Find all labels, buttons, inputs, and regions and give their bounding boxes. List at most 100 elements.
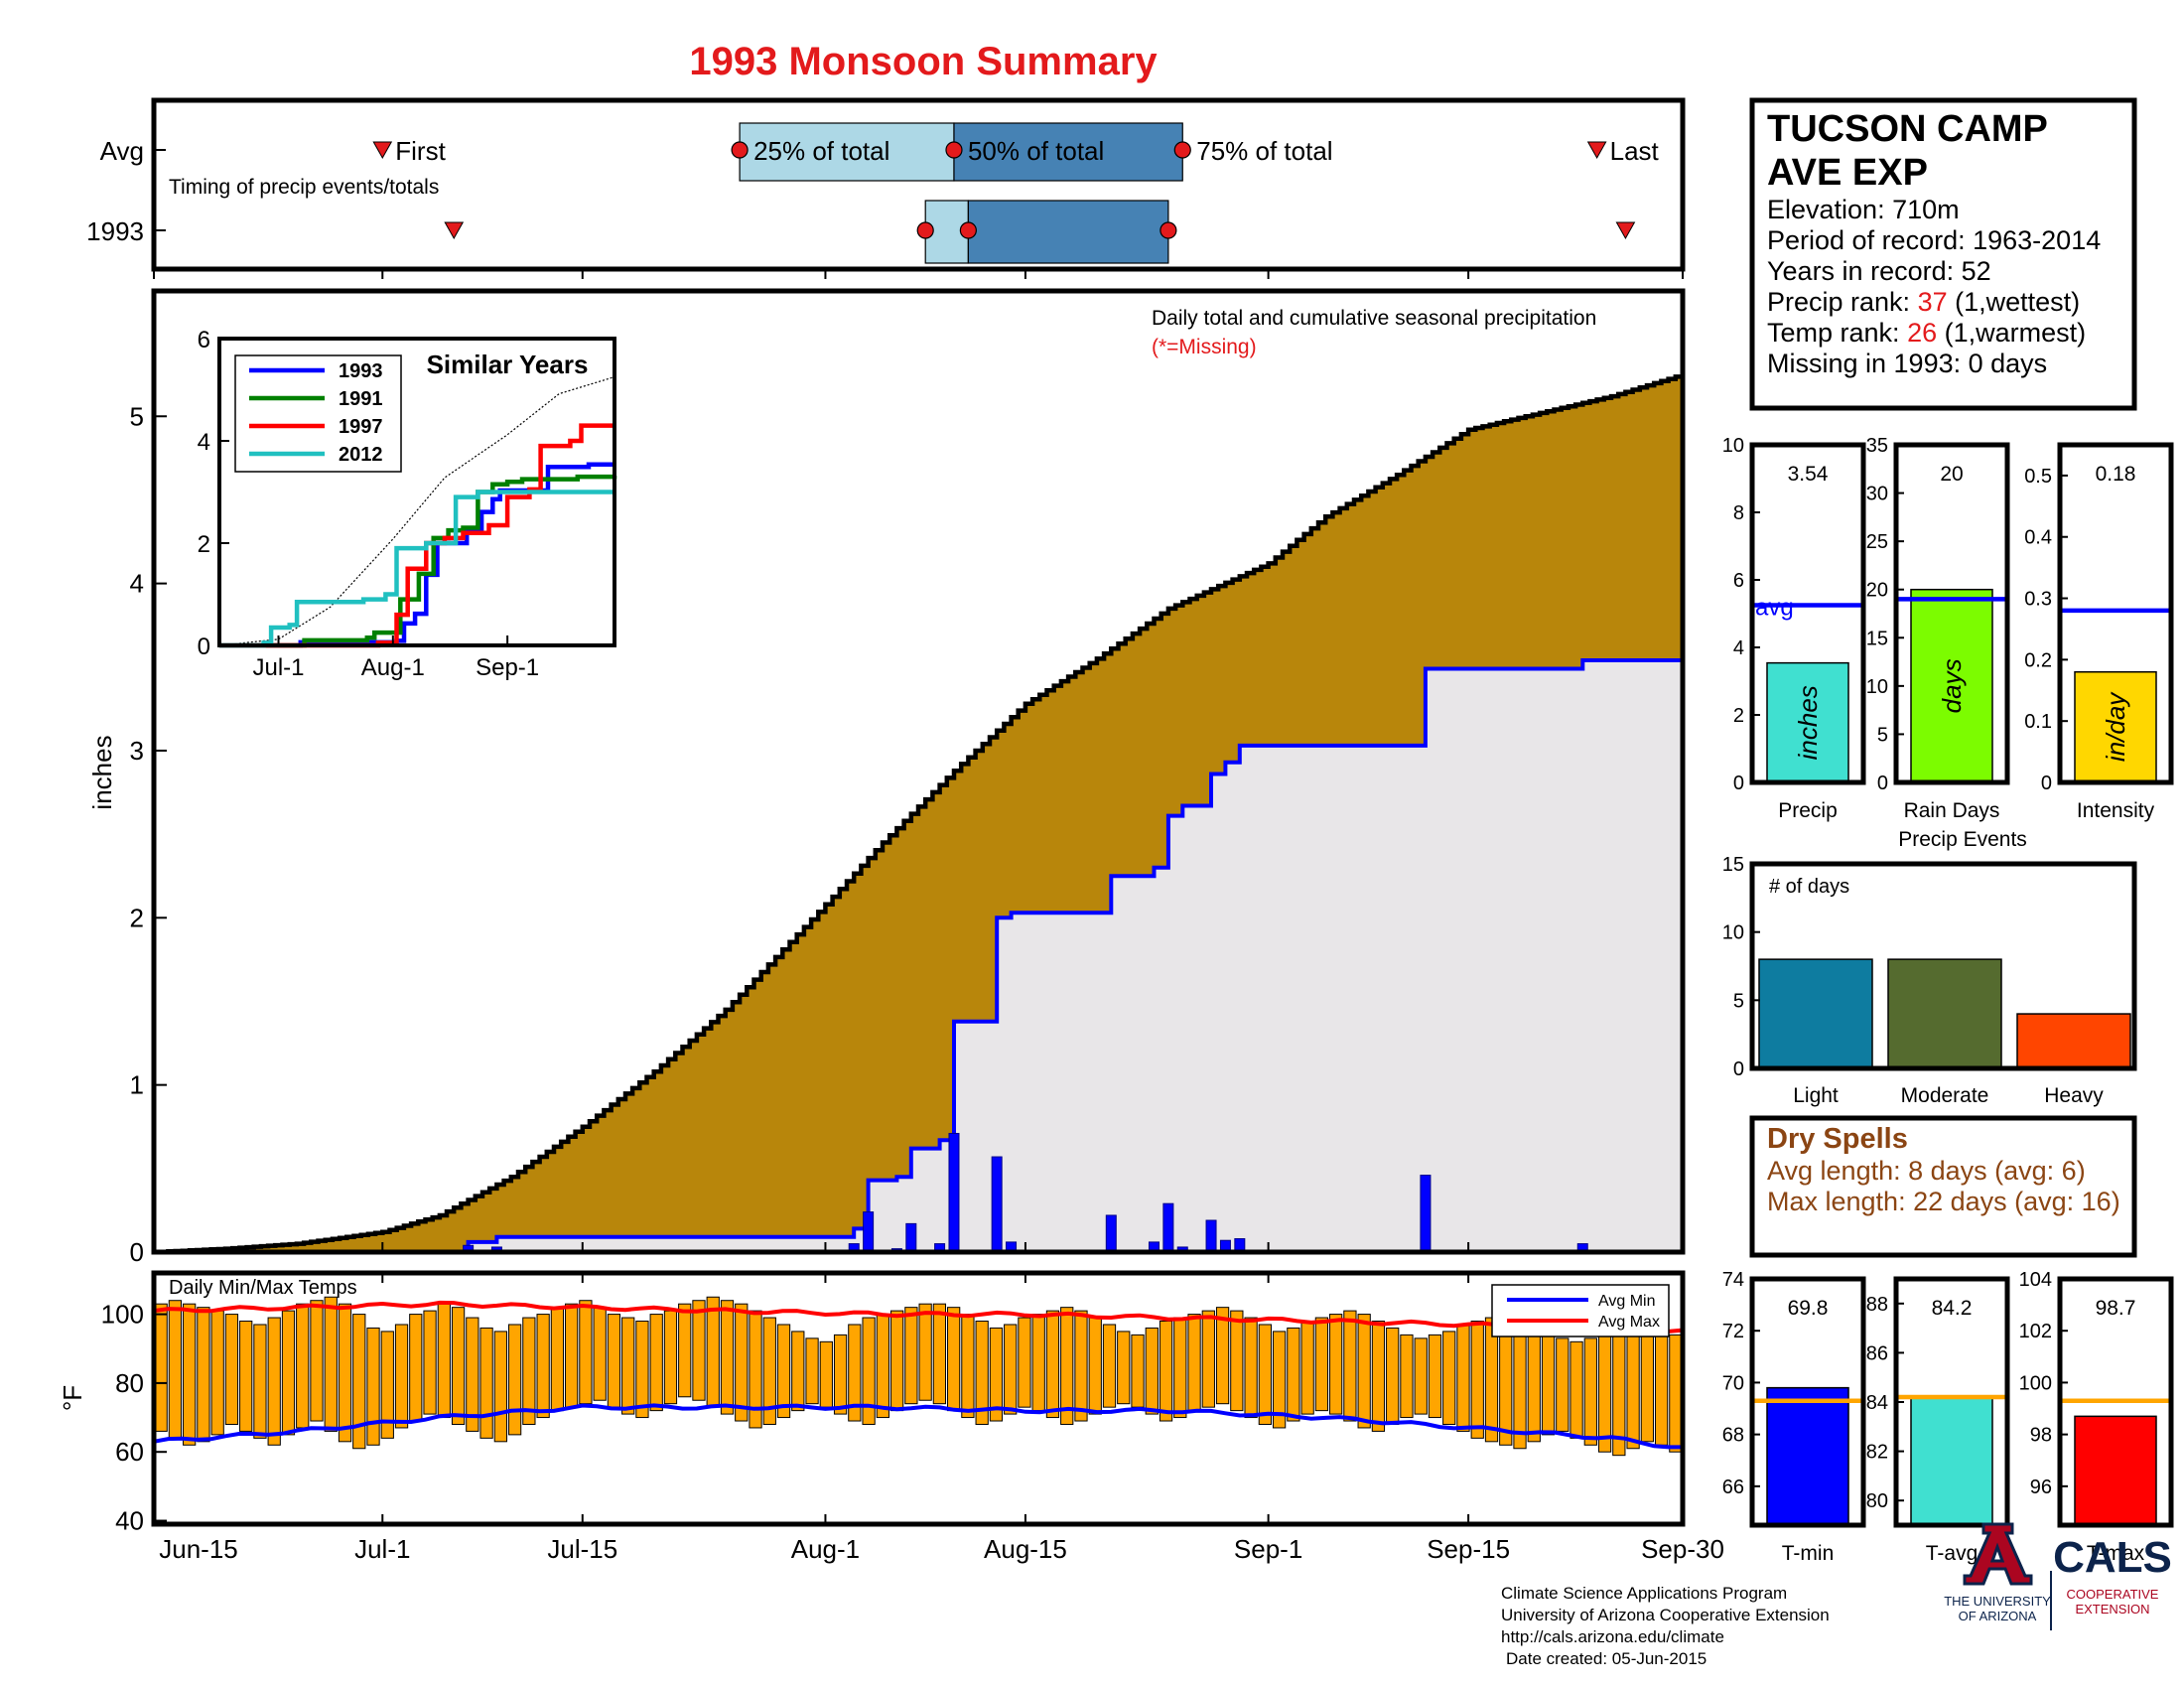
daily-temp-bar <box>423 1310 437 1415</box>
timing-marks: First 25% of total 50% of total 75% of tota… <box>154 122 1660 264</box>
daily-precip-bar <box>1105 1214 1117 1253</box>
season-1-y-tick-label: 20 <box>1866 580 1888 602</box>
daily-temp-bar <box>706 1296 720 1408</box>
season-0-y-tick-label: 2 <box>1733 705 1744 727</box>
season-1-y-tick-label: 5 <box>1877 724 1888 746</box>
ua-logo-text-2: OF ARIZONA <box>1959 1609 2037 1623</box>
season-1-y-tick-label: 15 <box>1866 628 1888 649</box>
daily-temp-bar <box>1371 1321 1386 1432</box>
tpanel-0-panel-frame <box>1749 1276 1866 1528</box>
timing-avg-p25-marker <box>731 141 749 159</box>
daily-temp-bar <box>1470 1321 1484 1439</box>
daily-precip-bar <box>863 1211 875 1253</box>
season-0-avg-label: avg <box>1755 595 1794 622</box>
tpanel-0-value-label: 69.8 <box>1788 1297 1829 1320</box>
daily-temp-bar <box>409 1314 423 1422</box>
precip-plot <box>154 374 1686 1255</box>
daily-temp-bar <box>692 1300 706 1401</box>
daily-precip-bar <box>905 1222 917 1253</box>
precip-y-tick-label: 5 <box>130 401 144 431</box>
precip-events-chart: Light Moderate Heavy # of days 0 5 10 15 <box>1722 854 2137 1107</box>
seasonal-temp-panels: 69.8 T-min 66 68 70 72 74 84.2 T-avg 80 82 84 86 88 98… <box>1722 1269 2174 1565</box>
daily-temp-bar <box>1570 1340 1583 1439</box>
precip-y-tick-label: 2 <box>130 903 144 932</box>
temp-plot <box>153 1296 1684 1457</box>
daily-temp-bar <box>876 1314 889 1419</box>
inset-y-tick-label: 4 <box>198 429 210 456</box>
season-2-unit-label: in/day <box>2101 691 2130 762</box>
season-0-y-tick-label: 10 <box>1722 435 1744 457</box>
daily-temp-bar <box>1173 1317 1187 1419</box>
footer-credits: Climate Science Applications Program Uni… <box>1501 1583 1938 1670</box>
daily-temp-bar <box>862 1317 876 1425</box>
daily-temp-bar <box>1456 1324 1470 1432</box>
timing-avg-last-marker <box>1586 141 1607 160</box>
temp-legend-box <box>1491 1284 1670 1337</box>
date-tick-label: Jul-15 <box>547 1534 617 1564</box>
dry-spells-avg: Avg length: 8 days (avg: 6) <box>1767 1156 2086 1186</box>
station-temp-rank: Temp rank: 26 (1,warmest) <box>1767 318 2087 348</box>
timing-p50-label: 50% of total <box>968 136 1104 166</box>
daily-temp-bar <box>819 1340 833 1408</box>
precip-missing-note: (*=Missing) <box>1152 336 1257 358</box>
daily-temp-bar <box>1074 1310 1088 1422</box>
footer-line-3: http://cals.arizona.edu/climate <box>1501 1627 1724 1646</box>
tpanel-0-value-bar <box>1766 1386 1849 1526</box>
year-cumulative-line <box>154 658 1683 1254</box>
daily-temp-bar <box>961 1314 975 1419</box>
precip-y-tick-label: 4 <box>130 569 144 599</box>
daily-precip-bar <box>1205 1219 1217 1253</box>
timing-1993-first-marker <box>444 221 465 240</box>
timing-1993-last-marker <box>1615 221 1636 240</box>
season-1-value-bar <box>1910 588 1993 783</box>
daily-temp-bar <box>1300 1321 1314 1415</box>
season-1-y-tick-label: 35 <box>1866 435 1888 457</box>
season-2-y-tick-label: 0.2 <box>2024 649 2052 671</box>
daily-temp-bar <box>479 1327 493 1439</box>
date-tick-label: Jul-1 <box>354 1534 410 1564</box>
daily-temp-bar <box>1004 1324 1018 1415</box>
inset-x-tick-label: Jul-1 <box>252 654 304 681</box>
timing-p75-label: 75% of total <box>1196 136 1332 166</box>
daily-temp-bar <box>762 1317 776 1425</box>
precip-y-tick-label: 3 <box>130 736 144 766</box>
legend-avg-max-label: Avg Max <box>1598 1314 1660 1331</box>
daily-temp-bar <box>975 1321 989 1425</box>
tpanel-2-y-tick-label: 98 <box>2030 1425 2052 1447</box>
tpanel-1-value-bar <box>1910 1396 1993 1526</box>
season-0-unit-label: inches <box>1793 685 1823 760</box>
tpanel-1-y-tick-label: 84 <box>1866 1392 1888 1414</box>
daily-temp-bar <box>1527 1324 1541 1443</box>
season-1-y-tick-label: 0 <box>1877 773 1888 794</box>
temperature-chart: 40 60 80 100 °F Daily Min/Max Temps Avg Min… <box>58 1270 1686 1536</box>
daily-temp-bar <box>296 1303 310 1429</box>
events-y-tick-label: 0 <box>1733 1058 1744 1080</box>
inset-legend: 1993 1991 1997 2012 <box>249 360 383 466</box>
avg-min-line <box>153 1403 1683 1450</box>
daily-temp-bar <box>1230 1310 1244 1412</box>
daily-temp-bar <box>621 1317 635 1415</box>
cals-coop-text-2: EXTENSION <box>2075 1602 2149 1617</box>
daily-temp-bar <box>579 1300 593 1405</box>
daily-temp-bar <box>466 1317 479 1432</box>
footer-line-2: University of Arizona Cooperative Extens… <box>1501 1606 1830 1624</box>
daily-temp-bar <box>663 1310 678 1405</box>
year-cumulative-area <box>154 660 1683 1252</box>
temp-chart-title: Daily Min/Max Temps <box>169 1277 357 1299</box>
tpanel-2-y-tick-label: 104 <box>2019 1269 2052 1291</box>
footer-line-1: Climate Science Applications Program <box>1501 1584 1788 1603</box>
date-tick-label: Sep-15 <box>1427 1534 1510 1564</box>
cals-logo-text: CALS <box>2053 1533 2172 1582</box>
daily-temp-bar <box>1669 1334 1683 1453</box>
daily-temp-bar <box>776 1324 791 1419</box>
precip-frame <box>151 288 1686 1255</box>
daily-temp-bar <box>437 1303 451 1419</box>
daily-temp-bar <box>989 1327 1004 1422</box>
daily-temp-bar <box>1357 1314 1371 1429</box>
daily-temp-bar <box>168 1300 183 1439</box>
station-period: Period of record: 1963-2014 <box>1767 225 2102 255</box>
daily-temp-bar <box>904 1307 918 1405</box>
dry-spells: Dry Spells Avg length: 8 days (avg: 6) M… <box>1767 1123 2124 1217</box>
inset-legend-label: 1993 <box>339 360 383 382</box>
